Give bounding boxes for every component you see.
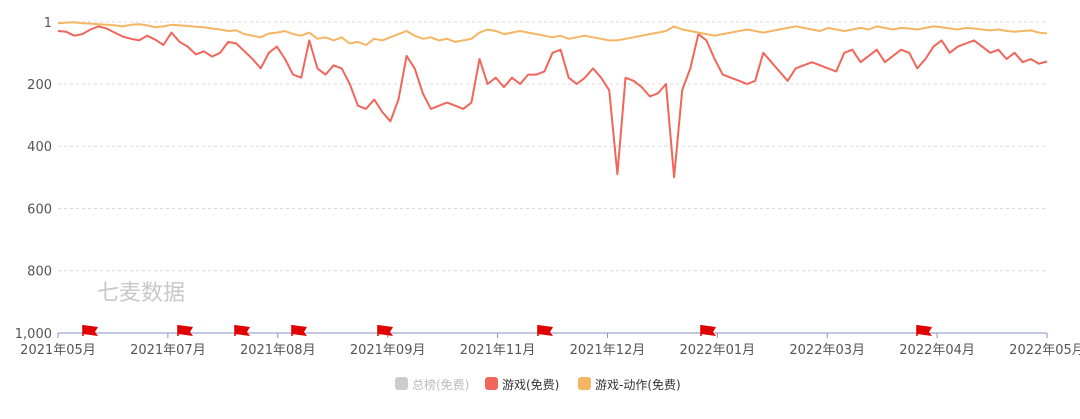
event-flag-icon[interactable] <box>701 325 716 336</box>
legend-item-label[interactable]: 游戏-动作(免费) <box>595 377 681 392</box>
event-flag-icon[interactable] <box>178 325 193 336</box>
x-tick-label: 2021年05月 <box>20 343 96 358</box>
y-tick-label: 800 <box>27 265 52 280</box>
watermark-text: 七麦数据 <box>97 281 185 306</box>
event-flag-icon[interactable] <box>378 325 393 336</box>
legend-item-label[interactable]: 总榜(免费) <box>412 377 469 392</box>
x-tick-label: 2022年04月 <box>899 343 975 358</box>
x-tick-label: 2021年07月 <box>130 343 206 358</box>
series-line <box>57 25 1048 179</box>
legend-swatch[interactable] <box>395 377 408 390</box>
x-tick-label: 2022年01月 <box>680 343 756 358</box>
x-tick-label: 2021年09月 <box>350 343 426 358</box>
x-tick-label: 2021年08月 <box>240 343 316 358</box>
y-tick-label: 200 <box>27 78 52 93</box>
x-tick-label: 2022年03月 <box>789 343 865 358</box>
event-flag-icon[interactable] <box>917 325 932 336</box>
x-tick-label: 2021年12月 <box>570 343 646 358</box>
legend-swatch[interactable] <box>578 377 591 390</box>
legend-swatch[interactable] <box>485 377 498 390</box>
y-tick-label: 400 <box>27 140 52 155</box>
legend-item-label[interactable]: 游戏(免费) <box>502 377 559 392</box>
y-tick-label: 600 <box>27 202 52 217</box>
y-tick-label: 1 <box>44 16 52 31</box>
series-line <box>57 21 1048 46</box>
y-tick-label: 1,000 <box>15 327 52 342</box>
event-flag-icon[interactable] <box>292 325 307 336</box>
event-flag-icon[interactable] <box>235 325 250 336</box>
x-tick-label: 2021年11月 <box>460 343 536 358</box>
event-flag-icon[interactable] <box>83 325 98 336</box>
event-flag-icon[interactable] <box>538 325 553 336</box>
x-tick-label: 2022年05月 <box>1009 343 1080 358</box>
